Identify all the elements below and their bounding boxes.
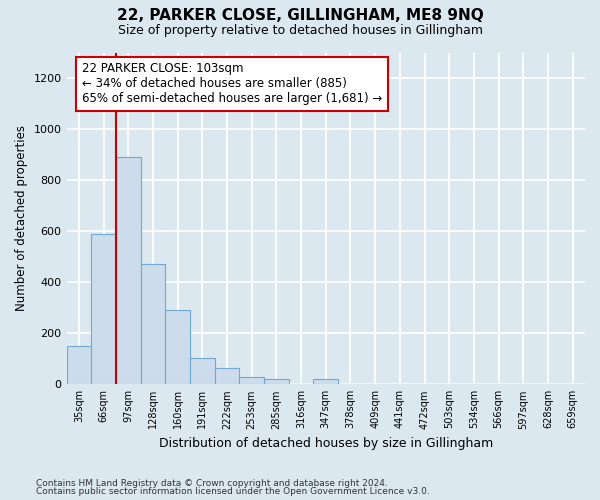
Text: Size of property relative to detached houses in Gillingham: Size of property relative to detached ho… [118,24,482,37]
Y-axis label: Number of detached properties: Number of detached properties [15,126,28,312]
Bar [215,368,239,384]
Bar [116,157,140,384]
Text: 22 PARKER CLOSE: 103sqm
← 34% of detached houses are smaller (885)
65% of semi-d: 22 PARKER CLOSE: 103sqm ← 34% of detache… [82,62,382,106]
Bar [67,346,91,385]
Bar [264,379,289,384]
Bar [239,376,264,384]
Text: Contains public sector information licensed under the Open Government Licence v3: Contains public sector information licen… [36,487,430,496]
X-axis label: Distribution of detached houses by size in Gillingham: Distribution of detached houses by size … [158,437,493,450]
Bar [140,264,165,384]
Bar [165,310,190,384]
Bar [190,358,215,384]
Bar [91,234,116,384]
Text: Contains HM Land Registry data © Crown copyright and database right 2024.: Contains HM Land Registry data © Crown c… [36,478,388,488]
Text: 22, PARKER CLOSE, GILLINGHAM, ME8 9NQ: 22, PARKER CLOSE, GILLINGHAM, ME8 9NQ [116,8,484,22]
Bar [313,379,338,384]
